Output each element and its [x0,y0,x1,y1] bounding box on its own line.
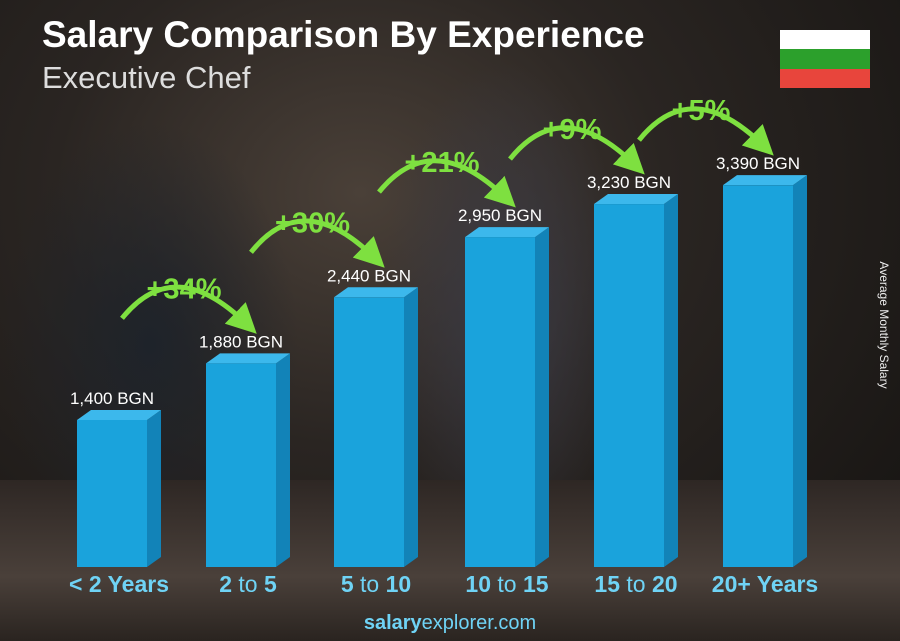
flag-stripe-red [780,68,870,88]
footer-brand[interactable]: salaryexplorer.com [0,612,900,635]
value-label: 3,230 BGN [587,173,671,192]
chart-subtitle: Executive Chef [42,60,251,95]
category-label: 5 to 10 [341,571,411,597]
increase-arrow [249,218,385,268]
bulgaria-flag-icon [780,30,870,88]
flag-stripe-green [780,49,870,69]
bar-side [793,175,807,567]
bar [465,237,535,567]
increase-label: +5% [672,95,731,127]
value-label: 2,950 BGN [458,206,542,225]
value-label: 1,880 BGN [199,332,283,351]
flag-stripe-white [780,30,870,50]
increase-arrow [120,284,257,334]
bar-top [594,194,678,205]
value-label: 2,440 BGN [327,266,411,285]
bar [206,363,276,567]
bar [334,297,404,567]
bar-top [77,410,161,420]
increase-label: +30% [275,207,350,239]
increase-arrow [637,106,774,156]
bar-side [147,410,161,567]
value-label: 1,400 BGN [70,389,154,408]
bar-side [535,227,549,567]
bar-top [334,287,418,298]
bar [594,204,664,567]
bar [77,420,147,567]
bar-top [723,175,807,186]
category-label: 20+ Years [712,571,818,597]
bar-top [206,353,290,364]
increase-arrow [377,158,516,208]
bar-side [664,194,678,567]
bar [723,185,793,567]
increase-label: +34% [147,273,222,305]
category-label: 10 to 15 [465,571,548,597]
increase-arrow [508,125,645,175]
bar-side [276,353,290,567]
category-label: < 2 Years [69,571,169,597]
value-label: 3,390 BGN [716,154,800,173]
bar-side [404,287,418,567]
increase-label: +9% [543,114,602,146]
brand-rest: explorer.com [421,612,537,634]
category-label: 15 to 20 [594,571,677,597]
chart-title: Salary Comparison By Experience [42,14,645,55]
bar-top [465,227,549,238]
brand-bold: salary [363,612,422,634]
category-label: 2 to 5 [219,571,277,597]
increase-label: +21% [405,147,480,179]
